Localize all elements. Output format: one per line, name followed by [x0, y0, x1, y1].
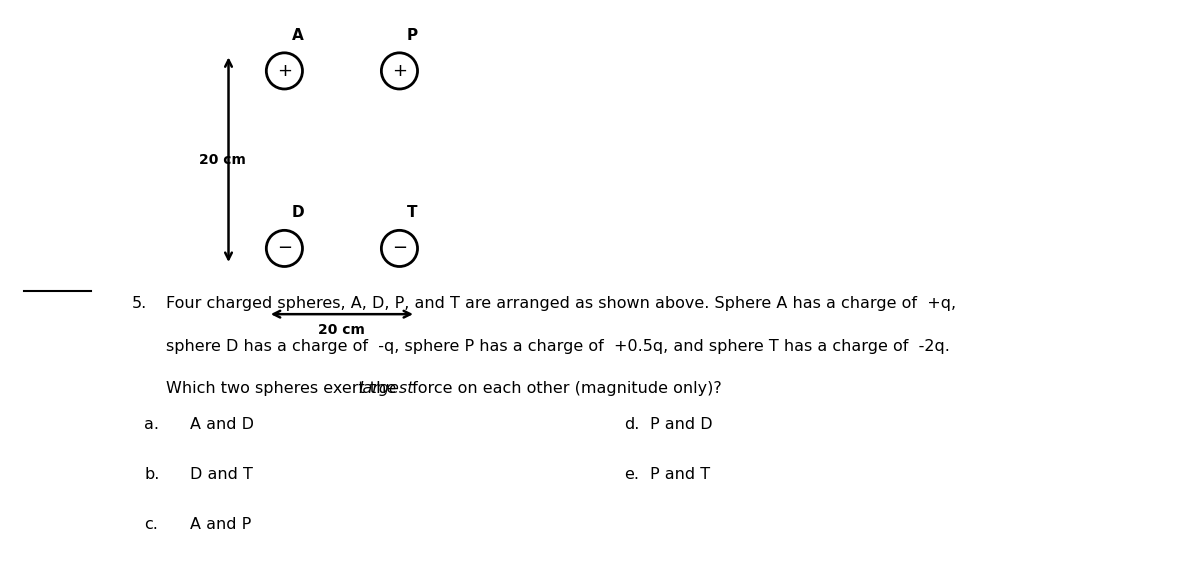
Text: −: − [277, 239, 292, 258]
Text: P and T: P and T [650, 467, 710, 482]
Text: +: + [392, 62, 407, 80]
Text: A and D: A and D [190, 417, 253, 432]
Text: −: − [392, 239, 407, 258]
Text: D and T: D and T [190, 467, 252, 482]
Text: +: + [277, 62, 292, 80]
Text: 5.: 5. [132, 296, 148, 312]
Text: e.: e. [624, 467, 640, 482]
Text: A and P: A and P [190, 517, 251, 532]
Text: largest: largest [359, 381, 414, 396]
Text: P and D: P and D [650, 417, 713, 432]
Text: b.: b. [144, 467, 160, 482]
Text: Four charged spheres, A, D, P, and T are arranged as shown above. Sphere A has a: Four charged spheres, A, D, P, and T are… [166, 296, 955, 312]
Text: 20 cm: 20 cm [199, 153, 246, 167]
Text: Which two spheres exert the: Which two spheres exert the [166, 381, 401, 396]
Text: T: T [407, 205, 418, 221]
Text: A: A [292, 28, 304, 43]
Text: force on each other (magnitude only)?: force on each other (magnitude only)? [407, 381, 722, 396]
Text: 20 cm: 20 cm [318, 323, 365, 337]
Text: c.: c. [144, 517, 158, 532]
Text: a.: a. [144, 417, 158, 432]
Text: sphere D has a charge of  -q, sphere P has a charge of  +0.5q, and sphere T has : sphere D has a charge of -q, sphere P ha… [166, 339, 949, 354]
Text: d.: d. [624, 417, 640, 432]
Text: P: P [407, 28, 418, 43]
Text: D: D [292, 205, 304, 221]
